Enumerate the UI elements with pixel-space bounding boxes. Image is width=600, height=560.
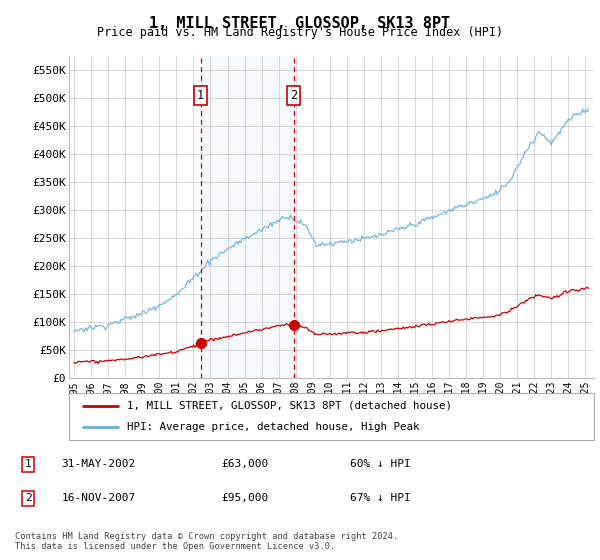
Text: Contains HM Land Registry data © Crown copyright and database right 2024.
This d: Contains HM Land Registry data © Crown c… bbox=[15, 532, 398, 552]
Text: 2: 2 bbox=[25, 493, 32, 503]
Text: 16-NOV-2007: 16-NOV-2007 bbox=[61, 493, 136, 503]
Text: 1, MILL STREET, GLOSSOP, SK13 8PT: 1, MILL STREET, GLOSSOP, SK13 8PT bbox=[149, 16, 451, 31]
Text: 1: 1 bbox=[25, 459, 32, 469]
Text: 67% ↓ HPI: 67% ↓ HPI bbox=[350, 493, 410, 503]
Bar bbox=[200, 56, 293, 378]
FancyBboxPatch shape bbox=[69, 393, 594, 440]
Text: 31-MAY-2002: 31-MAY-2002 bbox=[61, 459, 136, 469]
Text: 2: 2 bbox=[290, 88, 297, 102]
Text: 1: 1 bbox=[197, 88, 204, 102]
Text: Price paid vs. HM Land Registry's House Price Index (HPI): Price paid vs. HM Land Registry's House … bbox=[97, 26, 503, 39]
Text: £63,000: £63,000 bbox=[221, 459, 269, 469]
Text: 60% ↓ HPI: 60% ↓ HPI bbox=[350, 459, 410, 469]
Text: 1, MILL STREET, GLOSSOP, SK13 8PT (detached house): 1, MILL STREET, GLOSSOP, SK13 8PT (detac… bbox=[127, 400, 452, 410]
Text: £95,000: £95,000 bbox=[221, 493, 269, 503]
Text: HPI: Average price, detached house, High Peak: HPI: Average price, detached house, High… bbox=[127, 422, 419, 432]
